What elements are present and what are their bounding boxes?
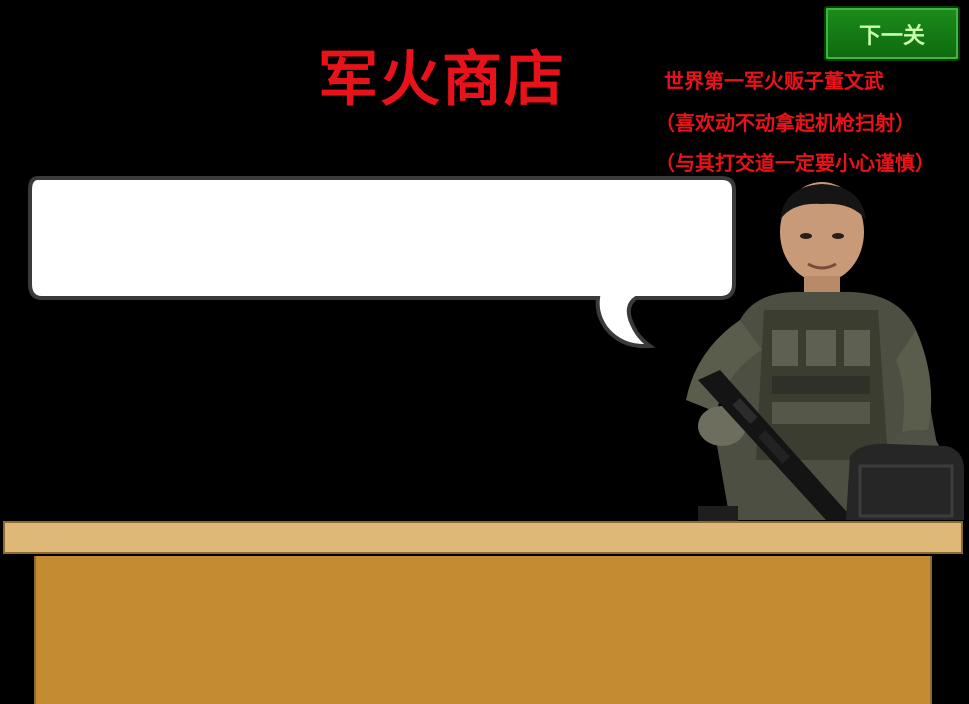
merchant-intro-line-2: （喜欢动不动拿起机枪扫射） bbox=[655, 111, 915, 135]
merchant-intro-line-3: （与其打交道一定要小心谨慎） bbox=[655, 151, 935, 175]
merchant-soldier-figure bbox=[686, 182, 964, 525]
next-level-button[interactable]: 下一关 bbox=[824, 6, 960, 61]
shop-counter-top bbox=[3, 521, 963, 554]
speech-bubble bbox=[28, 176, 736, 349]
merchant-intro-line-1: 世界第一军火贩子董文武 bbox=[664, 69, 884, 93]
shop-title: 军火商店 bbox=[318, 45, 566, 115]
shop-counter-front bbox=[34, 556, 932, 704]
speech-bubble-text bbox=[40, 190, 730, 290]
